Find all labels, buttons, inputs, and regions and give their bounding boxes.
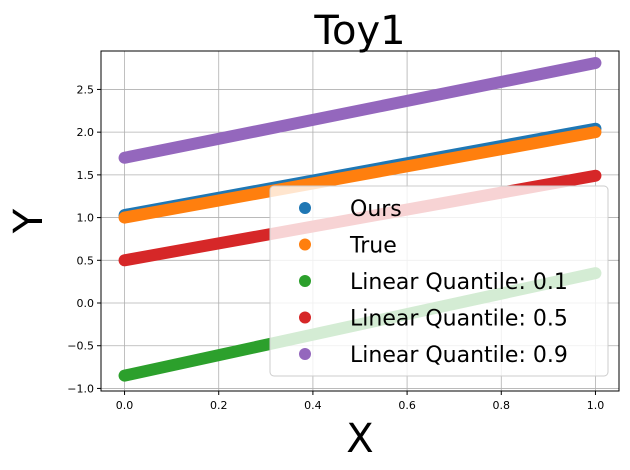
series-true (118, 126, 602, 224)
axis-ticks: 0.0 0.2 0.4 0.6 0.8 1.0 −1.0 −0.5 0.0 0.5 1.0 1.5 2.… (67, 83, 604, 412)
x-tick-label: 0.0 (116, 399, 134, 412)
y-tick-label: −1.0 (67, 382, 94, 395)
legend-marker (299, 311, 311, 324)
y-tick-label: 2.5 (77, 83, 95, 96)
x-axis-label: X (346, 416, 373, 462)
legend-box (269, 185, 609, 377)
chart-title: Toy1 (313, 8, 405, 54)
legend-label: Linear Quantile: 0.9 (350, 343, 568, 368)
legend-label: True (349, 234, 397, 259)
legend-label: Ours (350, 197, 402, 222)
y-tick-label: 0.5 (77, 254, 95, 267)
y-tick-label: 2.0 (77, 126, 95, 139)
plot-area (100, 50, 620, 392)
y-tick-label: 1.0 (77, 212, 95, 225)
x-tick-label: 0.4 (304, 399, 322, 412)
legend-label: Linear Quantile: 0.1 (350, 270, 568, 295)
x-tick-label: 0.2 (210, 399, 228, 412)
x-tick-label: 0.6 (398, 399, 416, 412)
legend-marker (299, 275, 311, 287)
series-band (118, 126, 602, 224)
x-tick-label: 1.0 (587, 399, 605, 412)
y-tick-label: −0.5 (67, 340, 94, 353)
y-tick-label: 0.0 (77, 297, 95, 310)
legend-label: Linear Quantile: 0.5 (350, 307, 568, 332)
legend: Ours True Linear Quantile: 0.1 Linear Quant… (269, 185, 609, 377)
y-axis-label: Y (6, 208, 52, 234)
legend-marker (299, 238, 311, 251)
series-linear-quantile-0-9 (118, 56, 602, 164)
y-tick-label: 1.5 (77, 169, 95, 182)
legend-marker (299, 202, 311, 214)
legend-marker (299, 348, 311, 360)
x-tick-label: 0.8 (493, 399, 511, 412)
series-band (118, 56, 602, 164)
